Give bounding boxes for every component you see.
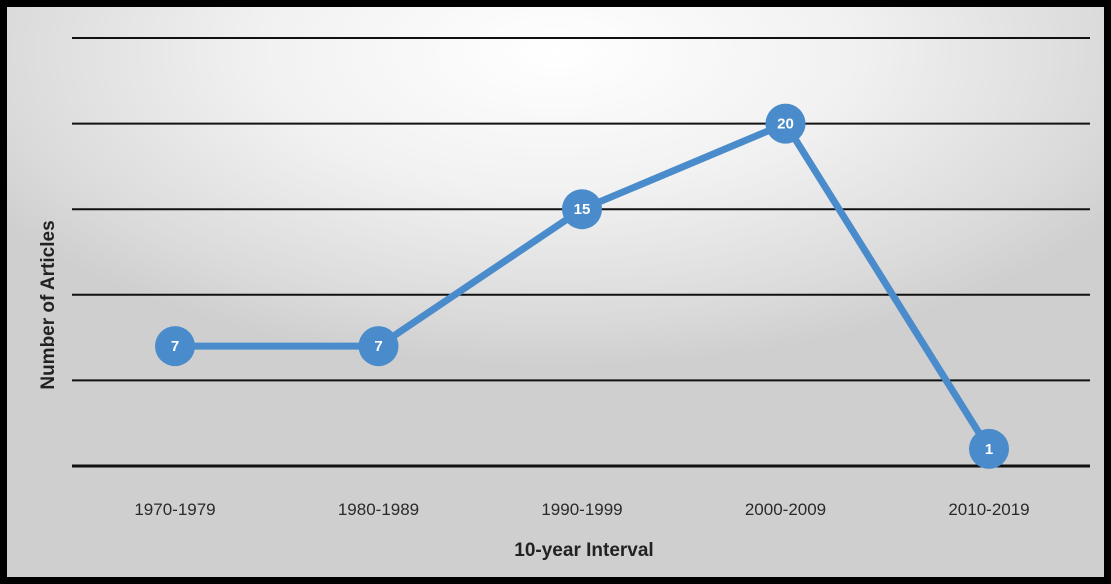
x-axis-title: 10-year Interval <box>514 540 653 561</box>
data-label: 7 <box>374 338 382 355</box>
x-tick-label: 1990-1999 <box>541 500 622 519</box>
data-label: 1 <box>985 441 993 458</box>
gridlines <box>72 37 1090 468</box>
data-point <box>155 326 195 367</box>
data-label: 7 <box>171 338 179 355</box>
x-tick-label: 1970-1979 <box>134 500 215 519</box>
x-tick-label: 1980-1989 <box>338 500 419 519</box>
data-point <box>765 103 806 144</box>
series-line <box>171 120 993 453</box>
line-chart: 7 7 15 20 1 1970-1979 1980-1989 1990-1999 2000-… <box>38 37 1090 561</box>
data-points: 7 7 15 20 1 <box>155 103 1009 469</box>
x-tick-label: 2000-2009 <box>745 500 826 519</box>
data-label: 20 <box>777 116 794 133</box>
data-point <box>358 326 399 367</box>
y-axis-title: Number of Articles <box>38 220 59 389</box>
series-line-group <box>171 120 993 453</box>
x-tick-label: 2010-2019 <box>948 500 1029 519</box>
x-axis-ticks: 1970-1979 1980-1989 1990-1999 2000-2009 2010… <box>134 500 1029 519</box>
data-point <box>562 189 602 230</box>
data-point <box>969 428 1009 469</box>
data-label: 15 <box>574 201 591 218</box>
